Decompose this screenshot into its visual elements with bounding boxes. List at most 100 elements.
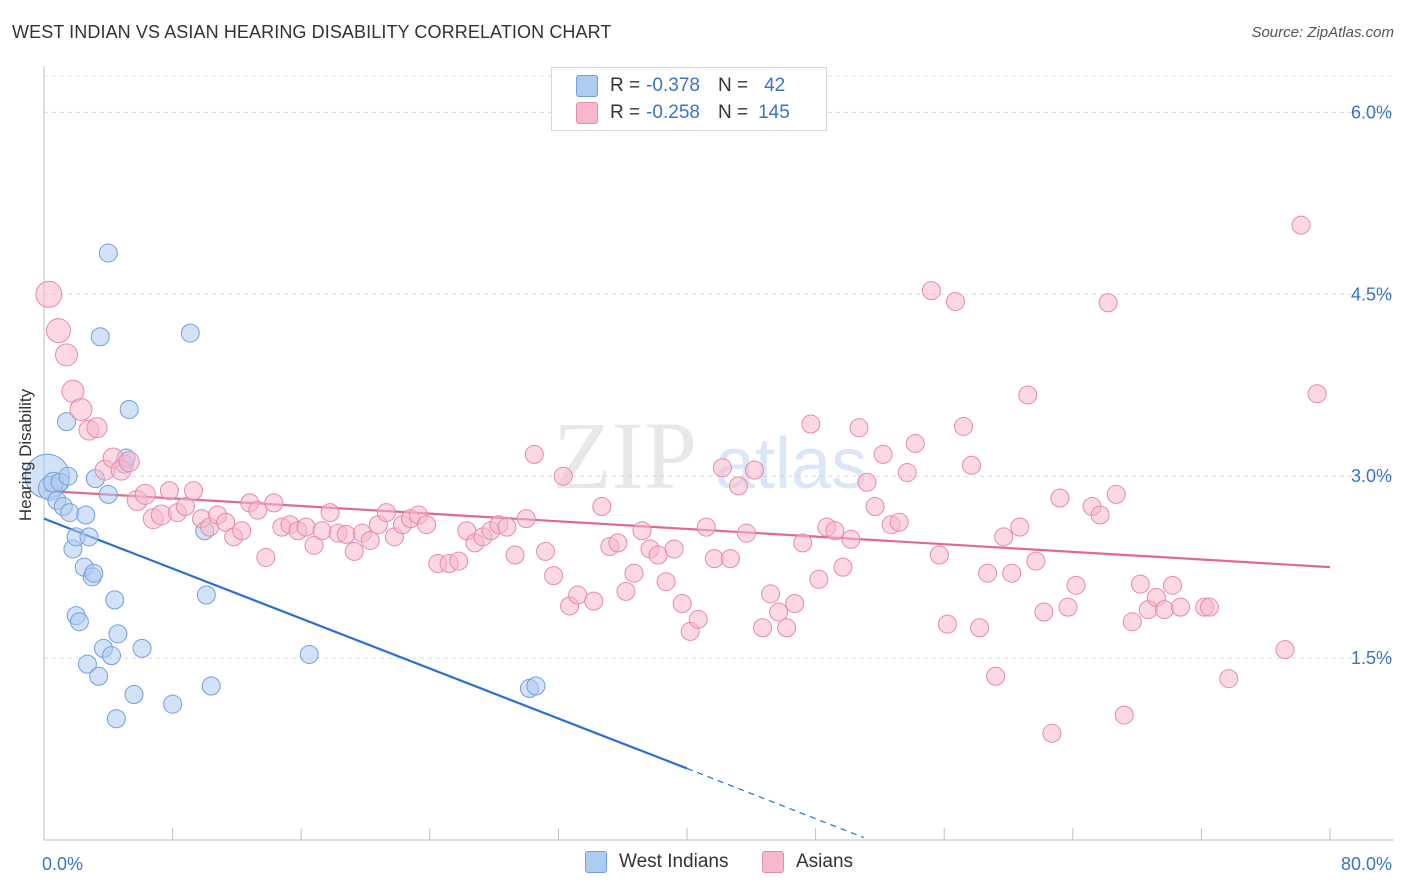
data-point [1034,602,1054,622]
data-point [35,280,63,308]
data-point [55,343,79,367]
data-point [497,517,517,537]
data-point [232,521,252,541]
data-point [929,545,949,565]
legend-n-value: 42 [764,75,786,96]
data-point [568,585,588,605]
data-point [720,549,740,569]
bottom-legend-west-indians: West Indians [585,851,728,873]
data-point [889,512,909,532]
y-tick-label: 3.0% [1351,466,1392,486]
data-point [264,493,284,513]
data-point [1291,215,1311,235]
data-point [134,483,156,505]
data-point [1106,484,1126,504]
data-point [69,397,93,421]
data-point [1026,551,1046,571]
data-point [592,497,612,517]
chart-title: WEST INDIAN VS ASIAN HEARING DISABILITY … [12,22,612,42]
data-point [584,591,604,611]
data-point [77,654,97,674]
data-point [98,484,118,504]
legend: R = -0.378 N = 42 R = -0.258 N = 145 [551,67,827,131]
data-point [841,529,861,549]
data-point [79,527,99,547]
data-point [256,547,276,567]
data-point [180,323,200,343]
legend-r-label: R = [610,102,641,123]
data-point [1018,385,1038,405]
data-point [201,676,221,696]
data-point [196,585,216,605]
data-point [1199,597,1219,617]
data-point [921,281,941,301]
legend-r-value: -0.258 [646,102,700,123]
bottom-legend-label-asians: Asians [796,851,854,872]
data-point [664,539,684,559]
data-point [106,709,126,729]
data-point [216,512,236,532]
data-point [1050,488,1070,508]
data-point [376,503,396,523]
data-point [1154,600,1174,620]
data-point [299,644,319,664]
data-point [865,497,885,517]
data-point [1130,574,1150,594]
data-point [360,530,380,550]
data-point [945,292,965,312]
data-point [417,515,437,535]
data-point [1219,669,1239,689]
data-point [656,572,676,592]
data-point [336,524,356,544]
data-point [248,500,268,520]
data-point [648,545,668,565]
y-tick-label: 6.0% [1351,102,1392,122]
legend-n-label: N = [717,75,749,96]
data-point [809,569,829,589]
data-point [344,541,364,561]
data-point [785,594,805,614]
data-point [1010,517,1030,537]
bottom-legend: West Indians Asians [0,851,1406,877]
data-point [753,618,773,638]
data-point [994,527,1014,547]
data-point [1275,640,1295,660]
data-point [526,676,546,696]
data-point [296,517,316,537]
data-point [696,517,716,537]
data-point [119,399,139,419]
series-west-indians [24,243,546,729]
data-point [76,505,96,525]
trend-line-extension-west-indians [686,767,865,839]
data-point [1058,597,1078,617]
data-point [937,614,957,634]
data-point [58,466,78,486]
source-label: Source: ZipAtlas.com [1251,24,1394,41]
data-point [1171,597,1191,617]
data-point [736,523,756,543]
legend-r-label: R = [610,75,641,96]
x-tick-labels: 0.0% 80.0% [42,854,1392,874]
x-tick-label-min: 0.0% [42,854,83,874]
legend-row-west-indians: R = -0.378 N = 42 [576,73,785,99]
legend-r-value: -0.378 [646,75,700,96]
data-point [616,581,636,601]
data-point [986,666,1006,686]
data-point [1002,563,1022,583]
legend-row-asians: R = -0.258 N = 145 [576,100,790,126]
data-point [978,563,998,583]
trend-line-west-indians [43,517,688,770]
data-point [801,414,821,434]
data-point [688,609,708,629]
data-point [57,412,77,432]
data-point [118,451,140,473]
data-point [175,497,195,517]
data-point [953,416,973,436]
data-point [304,535,324,555]
series-asians [35,215,1327,743]
data-point [632,521,652,541]
data-point [1162,575,1182,595]
data-point [84,563,104,583]
data-point [163,694,183,714]
